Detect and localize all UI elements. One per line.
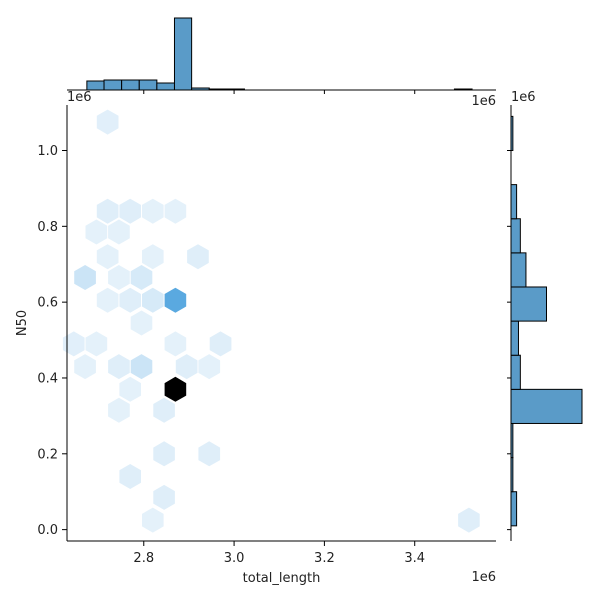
y-axis-label: N50 <box>15 310 30 336</box>
x-axis-label: total_length <box>243 571 321 586</box>
hexbin-cell <box>153 484 175 510</box>
hexbin-cell <box>119 287 141 313</box>
hexbin-cell <box>119 198 141 224</box>
top-hist-bar <box>103 79 123 91</box>
y-axis-offset-text: 1e6 <box>67 90 92 105</box>
hexbin-cell <box>458 507 480 533</box>
hexbin-cell <box>164 331 187 357</box>
hexbin-cell <box>164 287 187 313</box>
top-hist-bar <box>156 82 175 91</box>
top-hist-bar <box>86 80 105 91</box>
y-tick-label: 0.2 <box>37 447 58 462</box>
y-tick-label: 0.6 <box>37 296 58 311</box>
hexbin-cell <box>142 507 164 533</box>
hexbin-cell <box>74 354 96 380</box>
hexbin-cell <box>108 397 130 423</box>
right-marginal-offset-text: 1e6 <box>511 90 536 105</box>
hexbin-cell <box>198 441 221 467</box>
right-hist-bar <box>510 184 518 220</box>
hexbin-cell <box>175 354 198 380</box>
top-marginal-histogram <box>67 17 496 94</box>
right-marginal-histogram <box>507 105 583 541</box>
hexbin-cell <box>108 354 130 380</box>
top-hist-bar <box>138 79 158 91</box>
hexbin-cell <box>164 376 187 402</box>
top-hist-bar <box>121 79 140 91</box>
x-tick-label: 3.2 <box>314 551 335 566</box>
right-hist-bar <box>510 354 521 390</box>
hexbin-cell <box>164 198 187 224</box>
hexbin-cell <box>74 265 96 290</box>
hexbin-cell <box>85 219 108 245</box>
hexbin-cell <box>153 441 175 467</box>
hexbin-cell <box>142 244 164 270</box>
y-tick-label: 0.8 <box>37 220 58 235</box>
top-hist-bar <box>173 17 193 91</box>
right-hist-bar <box>510 218 521 254</box>
hexbin-cell <box>142 287 164 313</box>
hexbin-cell <box>96 244 119 270</box>
y-tick-label: 1.0 <box>37 144 58 159</box>
hexbin-cell <box>130 310 153 336</box>
hexbin-cell <box>187 244 209 270</box>
x-tick-label: 2.8 <box>133 551 154 566</box>
right-hist-bar <box>510 320 519 356</box>
hexbin-cell <box>96 198 119 224</box>
joint-axes: 2.8 3.0 3.2 3.4 0.0 0.2 0.4 0.6 0.8 1.0 <box>37 105 496 566</box>
top-marginal-offset-text: 1e6 <box>471 94 496 109</box>
hexbin-cell <box>130 265 153 290</box>
hexbin-cell <box>108 219 130 245</box>
hexbin-cell <box>198 354 221 380</box>
right-hist-bar <box>510 286 547 322</box>
hexbin-cell <box>209 331 232 357</box>
hexbin-cell <box>119 464 141 489</box>
hexbin-cell <box>85 331 108 357</box>
hexbin-cell <box>62 331 85 357</box>
y-tick-label: 0.4 <box>37 371 58 386</box>
x-axis-offset-text: 1e6 <box>471 570 496 585</box>
hexbin-cell <box>142 198 164 224</box>
x-tick-label: 3.4 <box>404 551 425 566</box>
hexbin-cell <box>130 354 153 380</box>
hexbin-cell <box>108 265 130 290</box>
hexbin-cell <box>153 397 175 423</box>
hexbin-cell <box>96 109 119 135</box>
x-tick-label: 3.0 <box>224 551 245 566</box>
right-hist-bar <box>510 491 518 527</box>
y-tick-label: 0.0 <box>37 523 58 538</box>
right-hist-bar <box>510 252 527 288</box>
hexbin-cell <box>96 287 119 313</box>
hexbin-cell <box>119 376 141 402</box>
right-hist-bar <box>510 388 583 424</box>
